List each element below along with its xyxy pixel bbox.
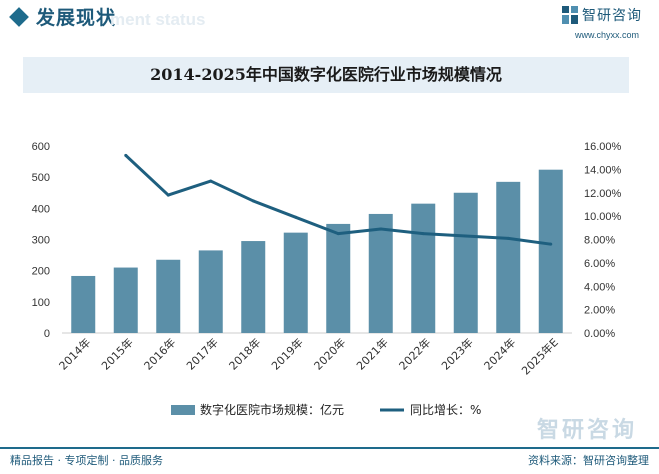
bar xyxy=(411,203,436,333)
y-right-tick-label: 10.00% xyxy=(584,211,622,223)
growth-point xyxy=(336,232,340,236)
growth-point xyxy=(294,215,298,219)
growth-point xyxy=(549,242,553,246)
x-tick-label: 2021年 xyxy=(353,335,390,372)
growth-point xyxy=(464,234,468,238)
bar xyxy=(71,275,96,333)
x-tick-label: 2024年 xyxy=(481,335,518,372)
bar xyxy=(283,232,308,333)
y-right-tick-label: 0.00% xyxy=(584,328,615,340)
growth-point xyxy=(379,227,383,231)
bar xyxy=(453,192,478,333)
y-right-tick-label: 14.00% xyxy=(584,164,622,176)
y-right-tick-label: 12.00% xyxy=(584,188,622,200)
footer-slogan: 精品报告 · 专项定制 · 品质服务 xyxy=(10,454,163,467)
x-tick-label: 2022年 xyxy=(396,335,433,372)
footer-source: 资料来源：智研咨询整理 xyxy=(528,454,649,467)
logo-url: www.chyxx.com xyxy=(574,30,639,40)
legend-bar-swatch xyxy=(171,405,195,415)
section-watermark: ment status xyxy=(110,10,206,29)
chart-title: 2014-2025年中国数字化医院行业市场规模情况 xyxy=(150,65,502,84)
bar xyxy=(241,241,266,333)
growth-point xyxy=(506,236,510,240)
bar xyxy=(156,259,181,333)
y-right-tick-label: 16.00% xyxy=(584,141,622,153)
x-tick-label: 2015年 xyxy=(98,335,135,372)
y-left-tick-label: 500 xyxy=(32,172,50,184)
growth-point xyxy=(421,232,425,236)
x-tick-label: 2020年 xyxy=(311,335,348,372)
legend-line-label: 同比增长：% xyxy=(410,403,481,417)
y-left-tick-label: 300 xyxy=(32,235,50,247)
bar xyxy=(538,169,563,333)
x-tick-label: 2016年 xyxy=(141,335,178,372)
y-right-tick-label: 8.00% xyxy=(584,235,615,247)
growth-point xyxy=(251,199,255,203)
x-tick-label: 2014年 xyxy=(56,335,93,372)
logo-icon xyxy=(562,6,578,24)
y-right-tick-label: 2.00% xyxy=(584,305,615,317)
y-left-tick-label: 600 xyxy=(32,141,50,153)
y-right-tick-label: 4.00% xyxy=(584,281,615,293)
growth-point xyxy=(166,193,170,197)
x-tick-label: 2023年 xyxy=(438,335,475,372)
y-left-tick-label: 400 xyxy=(32,203,50,215)
y-right-tick-label: 6.00% xyxy=(584,258,615,270)
footer-divider xyxy=(0,447,659,449)
growth-point xyxy=(124,153,128,157)
x-tick-label: 2017年 xyxy=(183,335,220,372)
bar xyxy=(326,223,351,333)
y-left-tick-label: 200 xyxy=(32,266,50,278)
logo-name: 智研咨询 xyxy=(582,8,642,24)
legend-bar-label: 数字化医院市场规模：亿元 xyxy=(200,402,344,417)
x-tick-label: 2025年E xyxy=(518,335,560,377)
bar xyxy=(368,213,393,333)
y-left-tick-label: 0 xyxy=(44,328,50,340)
bar xyxy=(496,181,521,333)
chart-title-band xyxy=(23,57,629,93)
footer-brand-watermark: 智研咨询 xyxy=(536,418,637,443)
bar xyxy=(198,250,223,333)
growth-point xyxy=(209,179,213,183)
x-tick-label: 2019年 xyxy=(268,335,305,372)
section-title: 发展现状 xyxy=(36,7,117,29)
y-left-tick-label: 100 xyxy=(32,297,50,309)
x-tick-label: 2018年 xyxy=(226,335,263,372)
bar xyxy=(113,267,138,333)
